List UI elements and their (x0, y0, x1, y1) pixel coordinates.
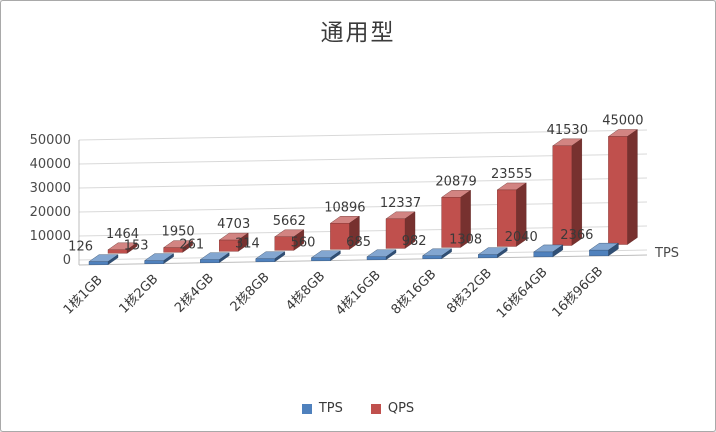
qps-bar-front (107, 249, 128, 254)
gridline (78, 129, 648, 141)
qps-data-label: 1464 (106, 227, 139, 242)
qps-data-label: 45000 (602, 114, 643, 129)
tps-data-label: 2366 (560, 228, 593, 243)
qps-data-label: 1950 (162, 225, 195, 240)
category-label: 16核96GB (550, 264, 607, 321)
qps-bar-front (441, 197, 461, 248)
tps-bar-front (311, 257, 331, 261)
tps-data-label: 560 (291, 236, 316, 251)
category-label: 16核64GB (494, 265, 551, 322)
tps-data-label: 153 (124, 239, 149, 254)
tps-data-label: 261 (179, 238, 204, 253)
y-tick-label: 50000 (30, 133, 71, 148)
tps-bar-front (255, 258, 276, 262)
depth-axis-label: TPS (654, 246, 679, 261)
tps-data-label: 126 (68, 240, 93, 255)
tps-bar-front (589, 249, 609, 257)
gridline (78, 201, 648, 213)
legend-swatch-tps (301, 403, 312, 414)
tps-data-label: 685 (346, 235, 371, 250)
qps-bar-side (627, 129, 638, 245)
y-tick-label: 20000 (30, 205, 71, 220)
tps-bar-front (144, 260, 164, 264)
qps-data-label: 10896 (324, 200, 365, 215)
legend-label-qps: QPS (387, 401, 415, 416)
category-label: 1核1GB (61, 273, 106, 318)
category-label: 8核32GB (444, 266, 495, 317)
tps-data-label: 982 (402, 234, 427, 249)
tps-data-label: 2040 (505, 230, 538, 245)
gridline (78, 177, 648, 189)
category-label: 2核4GB (172, 271, 217, 316)
tps-bar-front (366, 256, 387, 260)
tps-bar-front (88, 261, 109, 265)
tps-bar-front (533, 251, 553, 258)
category-label: 1核2GB (116, 272, 161, 317)
tps-bar-front (199, 259, 220, 263)
tps-bar-front (422, 255, 442, 259)
legend-swatch-qps (370, 403, 381, 414)
qps-data-label: 12337 (380, 196, 421, 211)
qps-bar-front (497, 189, 517, 247)
qps-data-label: 4703 (217, 217, 250, 232)
qps-bar-front (218, 239, 239, 252)
qps-data-label: 41530 (547, 123, 588, 138)
category-label: 4核16GB (333, 268, 384, 319)
tps-bar-front (478, 254, 498, 259)
category-label: 4核8GB (283, 269, 328, 314)
qps-bar-front (274, 236, 294, 251)
qps-bar-front (608, 136, 628, 245)
qps-data-label: 20879 (435, 174, 476, 189)
y-tick-label: 10000 (30, 229, 71, 244)
legend-label-tps: TPS (318, 401, 343, 416)
y-tick-label: 0 (63, 253, 71, 268)
y-tick-label: 30000 (30, 181, 71, 196)
gridline (78, 225, 648, 237)
tps-data-label: 1308 (449, 233, 482, 248)
chart-legend: TPS QPS (1, 401, 715, 416)
chart-title: 通用型 (320, 20, 396, 46)
qps-bar-front (330, 223, 350, 250)
y-tick-label: 40000 (30, 157, 71, 172)
category-label: 2核8GB (228, 270, 273, 315)
qps-data-label: 5662 (273, 214, 306, 229)
tps-data-label: 314 (235, 237, 260, 252)
category-label: 8核16GB (389, 267, 440, 318)
qps-data-label: 23555 (491, 167, 532, 182)
qps-bar-front (163, 247, 183, 253)
qps-bar-front (385, 218, 406, 249)
gridline (78, 153, 648, 165)
